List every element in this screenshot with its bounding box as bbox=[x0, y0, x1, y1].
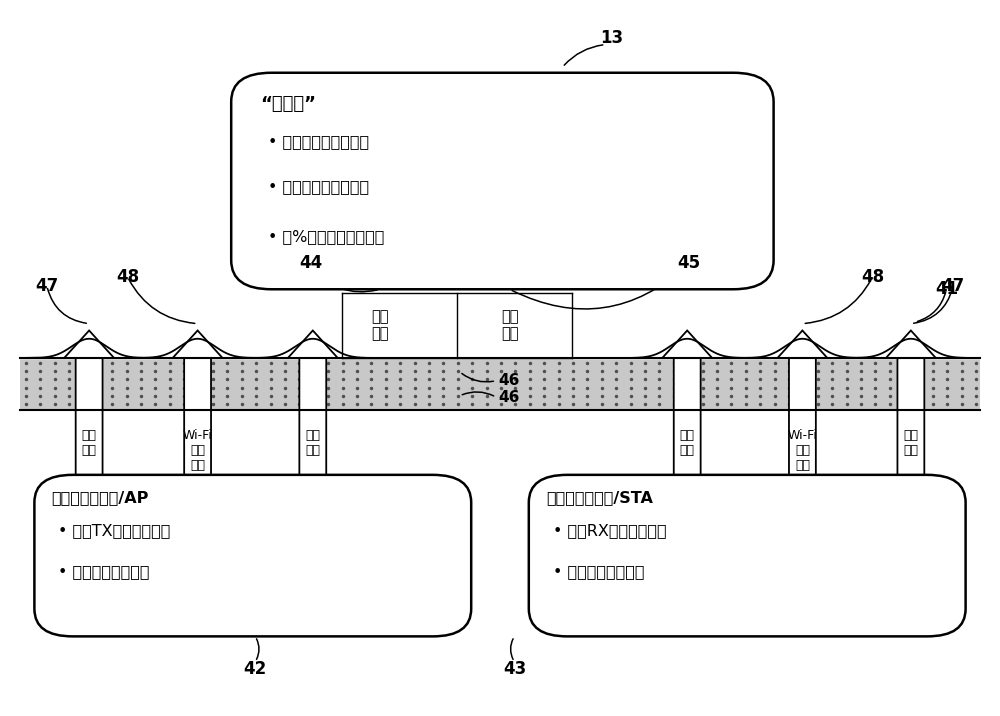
Text: 测试
状态: 测试 状态 bbox=[305, 429, 320, 457]
Text: 统计信息提供商/STA: 统计信息提供商/STA bbox=[546, 490, 653, 505]
Text: • 作为RX成员执行测试: • 作为RX成员执行测试 bbox=[553, 523, 666, 538]
Text: “诊断器”: “诊断器” bbox=[260, 95, 316, 112]
FancyBboxPatch shape bbox=[34, 475, 471, 637]
Text: 46: 46 bbox=[498, 373, 519, 388]
Bar bbox=[20, 358, 980, 410]
Polygon shape bbox=[173, 331, 223, 578]
Polygon shape bbox=[662, 331, 712, 578]
Text: • 本地聚合状态信息: • 本地聚合状态信息 bbox=[553, 564, 644, 579]
Text: 44: 44 bbox=[299, 254, 323, 272]
Text: 48: 48 bbox=[116, 268, 139, 286]
FancyBboxPatch shape bbox=[529, 475, 966, 637]
Text: 13: 13 bbox=[600, 29, 623, 47]
Text: 扫描
列表: 扫描 列表 bbox=[903, 429, 918, 457]
Text: 48: 48 bbox=[861, 268, 884, 286]
Polygon shape bbox=[64, 331, 114, 578]
Text: 41: 41 bbox=[935, 280, 958, 299]
Text: • 按%度量转换统计信息: • 按%度量转换统计信息 bbox=[268, 229, 384, 244]
Text: 测试
状态: 测试 状态 bbox=[680, 429, 695, 457]
Polygon shape bbox=[288, 331, 338, 578]
Text: 统计信息提供商/AP: 统计信息提供商/AP bbox=[52, 490, 149, 505]
Text: • 监测器（被动测试）: • 监测器（被动测试） bbox=[268, 179, 369, 194]
Text: • 作为TX成员执行测试: • 作为TX成员执行测试 bbox=[58, 523, 171, 538]
Text: 46: 46 bbox=[498, 390, 519, 405]
Text: 42: 42 bbox=[244, 659, 267, 677]
Text: 扫描
列表: 扫描 列表 bbox=[82, 429, 97, 457]
Text: 测试
请求: 测试 请求 bbox=[371, 309, 389, 342]
Polygon shape bbox=[777, 331, 827, 578]
Text: Wi-Fi
统计
信息: Wi-Fi 统计 信息 bbox=[787, 429, 817, 472]
Text: • 协调器（主动测试）: • 协调器（主动测试） bbox=[268, 135, 369, 150]
Text: 45: 45 bbox=[678, 254, 701, 272]
FancyBboxPatch shape bbox=[231, 73, 774, 289]
Text: 47: 47 bbox=[35, 277, 59, 295]
Text: 47: 47 bbox=[941, 277, 965, 295]
Polygon shape bbox=[886, 331, 936, 578]
Text: Wi-Fi
统计
信息: Wi-Fi 统计 信息 bbox=[183, 429, 213, 472]
Text: 43: 43 bbox=[503, 659, 526, 677]
Text: • 本地聚合状态信息: • 本地聚合状态信息 bbox=[58, 564, 150, 579]
Text: 扫描
请求: 扫描 请求 bbox=[501, 309, 518, 342]
